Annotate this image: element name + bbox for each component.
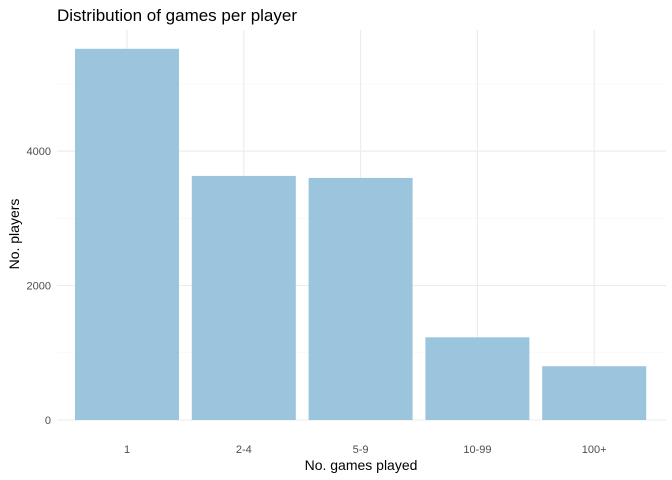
bar-5-9 xyxy=(308,177,413,420)
x-tick-label: 10-99 xyxy=(463,444,491,456)
chart-title: Distribution of games per player xyxy=(57,6,297,25)
y-tick-label: 4000 xyxy=(27,146,51,158)
x-tick-label: 2-4 xyxy=(236,444,252,456)
bar-10-99 xyxy=(425,337,530,420)
y-tick-label: 2000 xyxy=(27,281,51,293)
x-tick-label: 100+ xyxy=(582,444,607,456)
x-tick-label: 1 xyxy=(124,444,130,456)
y-axis-ticks: 0 2000 4000 xyxy=(27,146,51,427)
x-axis-ticks: 1 2-4 5-9 10-99 100+ xyxy=(124,444,607,456)
x-tick-label: 5-9 xyxy=(353,444,369,456)
bars-layer xyxy=(75,48,647,421)
bar-1 xyxy=(75,48,179,421)
y-axis-title: No. players xyxy=(6,199,22,270)
x-axis-title: No. games played xyxy=(305,457,418,473)
bar-100+ xyxy=(542,366,647,420)
bar-2-4 xyxy=(191,175,296,420)
y-tick-label: 0 xyxy=(45,415,51,427)
